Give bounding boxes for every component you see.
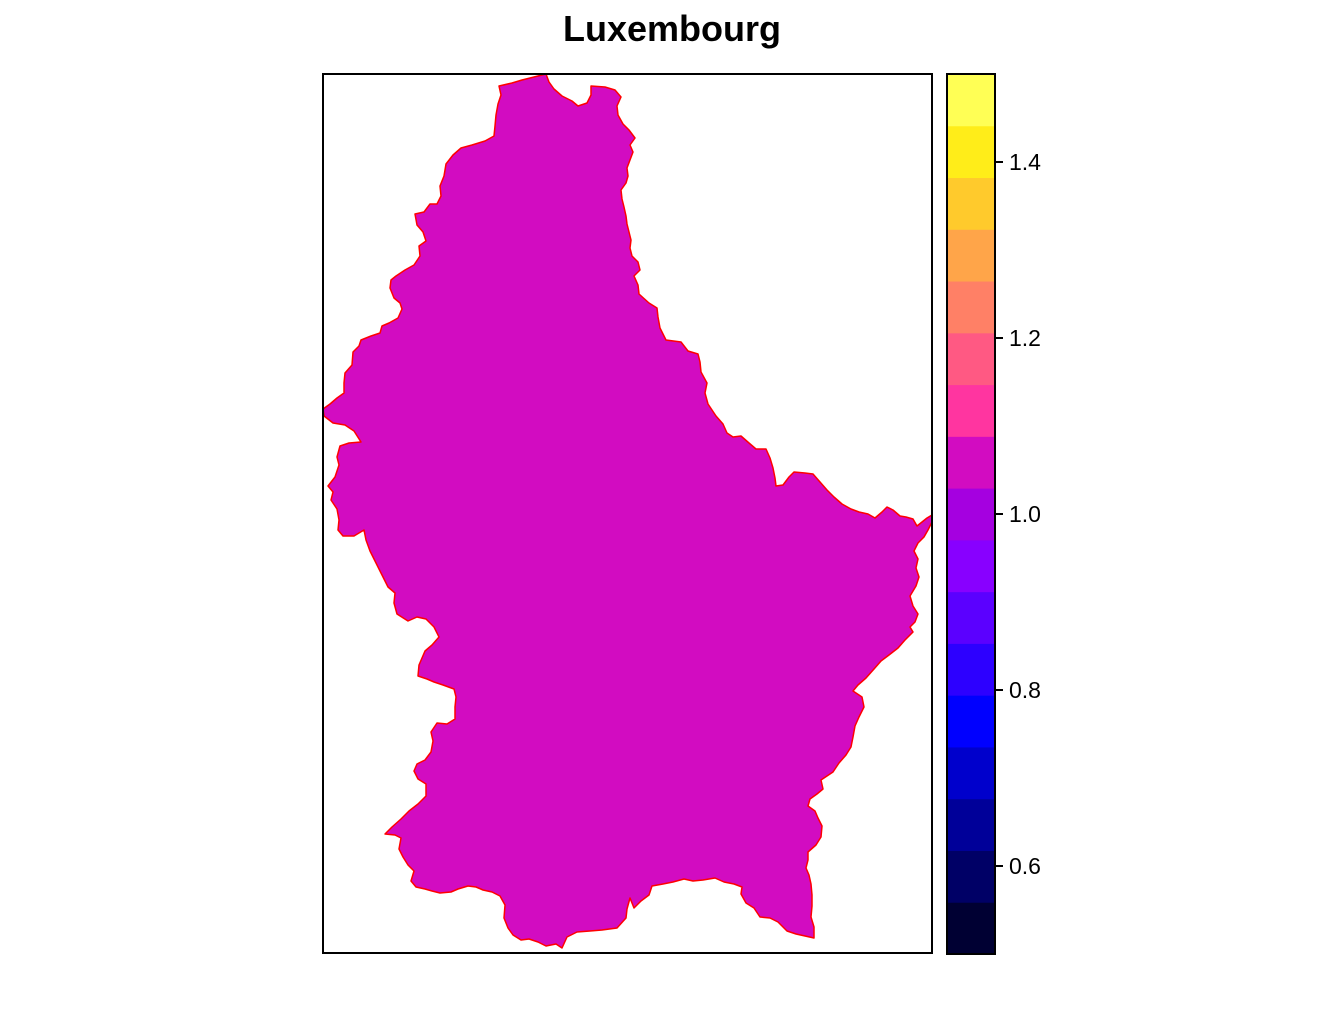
colorbar-swatch: [947, 798, 995, 851]
colorbar-tick-label: 1.2: [1009, 325, 1041, 351]
colorbar-tick-label: 0.6: [1009, 853, 1041, 879]
map-panel-frame: [322, 73, 933, 954]
colorbar-swatches: [947, 74, 995, 955]
colorbar-swatch: [947, 695, 995, 748]
colorbar-swatch: [947, 488, 995, 541]
colorbar-swatch: [947, 539, 995, 593]
colorbar-ticks: 0.6 0.8 1.0 1.2 1.4: [995, 149, 1041, 879]
colorbar-swatch: [947, 746, 995, 800]
colorbar-swatch: [947, 125, 995, 179]
colorbar-swatch: [947, 850, 995, 903]
colorbar-tick-label: 1.0: [1009, 501, 1041, 527]
colorbar-swatch: [947, 74, 995, 127]
colorbar-swatch: [947, 436, 995, 489]
colorbar-tick-label: 1.4: [1009, 149, 1041, 175]
colorbar-legend: 0.6 0.8 1.0 1.2 1.4: [946, 73, 1041, 955]
luxembourg-region: [322, 73, 933, 949]
map-panel: [322, 73, 933, 954]
colorbar-swatch: [947, 229, 995, 282]
colorbar-swatch: [947, 332, 995, 386]
colorbar-swatch: [947, 902, 995, 955]
colorbar-tick-label: 0.8: [1009, 677, 1041, 703]
map-title: Luxembourg: [562, 8, 781, 49]
colorbar-swatch: [947, 384, 995, 437]
colorbar-swatch: [947, 643, 995, 696]
colorbar-swatch: [947, 591, 995, 644]
colorbar-swatch: [947, 177, 995, 230]
colorbar-swatch: [947, 281, 995, 334]
